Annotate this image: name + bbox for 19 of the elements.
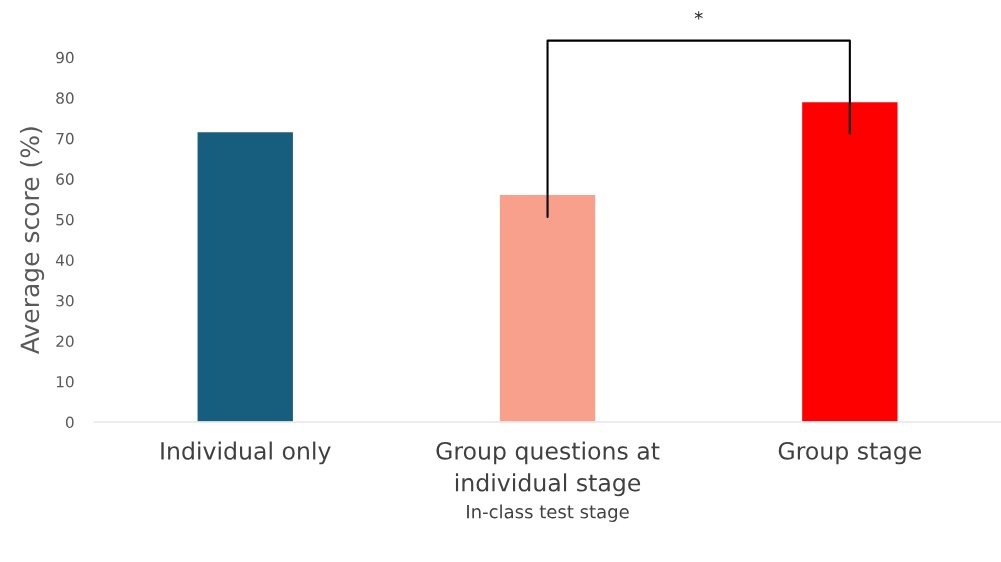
x-tick-label: Group stage [778,441,922,465]
text: * [694,11,703,20]
y-tick-label: 80 [56,92,74,104]
bar [196,130,295,423]
y-tick-label: 50 [56,213,74,226]
bar [800,100,899,423]
x-tick-label: Individual only [161,441,331,465]
y-tick-label: 0 [65,416,74,429]
y-tick-label: 30 [56,294,74,307]
x-tick-label: Group questions at individual stage [436,441,660,497]
y-tick-label: 90 [56,51,74,64]
y-tick-label: 40 [55,254,74,266]
y-tick-label: 60 [56,173,74,185]
y-tick-label: 20 [56,335,74,348]
y-axis-title: Average score (%) [19,127,45,354]
y-tick-label: 70 [56,132,74,145]
x-axis-title: In-class test stage [467,504,629,522]
y-tick-label: 10 [56,376,74,388]
bar [498,193,597,423]
